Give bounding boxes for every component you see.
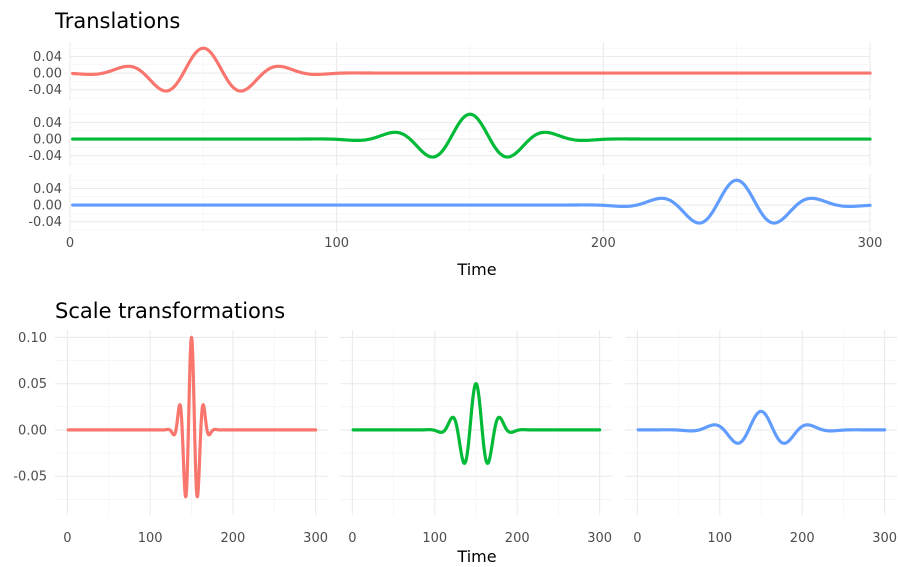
y-tick-label: 0.00 — [33, 133, 62, 148]
x-tick-label: 300 — [872, 531, 897, 546]
x-tick-label: 200 — [591, 236, 616, 251]
x-axis-title: Time — [456, 260, 496, 279]
y-tick-label: 0.00 — [33, 199, 62, 214]
chart-title: Scale transformations — [55, 299, 285, 323]
chart-translations: Translations0.040.00-0.040.040.00-0.040.… — [28, 9, 882, 279]
y-tick-label: 0.05 — [18, 377, 47, 392]
y-tick-label: -0.05 — [13, 470, 47, 485]
facet-panel: 0.04 0.00-0.04 — [28, 174, 872, 232]
x-tick-label: 0 — [348, 531, 356, 546]
x-tick-label: 100 — [138, 531, 163, 546]
x-tick-label: 0 — [63, 531, 71, 546]
series-line — [351, 382, 602, 465]
x-tick-label: 200 — [220, 531, 245, 546]
y-tick-label: 0.04 — [33, 50, 62, 65]
facet-panel: 0.04 0.00-0.04 — [28, 42, 872, 100]
y-tick-label: 0.00 — [33, 67, 62, 82]
x-tick-label: 300 — [303, 531, 328, 546]
x-tick-label: 100 — [324, 236, 349, 251]
y-tick-label: 0.04 — [33, 116, 62, 131]
y-tick-label: 0.10 — [18, 331, 47, 346]
y-tick-label: -0.04 — [28, 83, 62, 98]
y-tick-label: 0.00 — [18, 423, 47, 438]
x-tick-label: 0 — [66, 236, 74, 251]
x-tick-label: 300 — [858, 236, 883, 251]
series-line — [71, 112, 872, 159]
x-tick-label: 200 — [505, 531, 530, 546]
series-line — [636, 409, 887, 445]
chart-title: Translations — [54, 9, 180, 33]
chart-scale-transformations: Scale transformations 0 100 200 300 0 100 200 30… — [13, 299, 897, 566]
series-line — [66, 335, 318, 499]
series-line — [71, 46, 872, 93]
facet-panel: 0 100 200 300 — [55, 330, 328, 546]
facet-panel: 0 100 200 300 — [340, 330, 612, 546]
x-tick-label: 300 — [587, 531, 612, 546]
y-tick-label: 0.04 — [33, 182, 62, 197]
y-tick-label: -0.04 — [28, 149, 62, 164]
x-tick-label: 0 — [633, 531, 641, 546]
facet-panel: 0.04 0.00-0.04 — [28, 108, 872, 166]
facet-panel: 0 100 200 300 — [625, 330, 897, 546]
y-tick-label: -0.04 — [28, 215, 62, 230]
x-tick-label: 100 — [422, 531, 447, 546]
x-tick-label: 200 — [790, 531, 815, 546]
series-line — [71, 178, 872, 225]
x-tick-label: 100 — [707, 531, 732, 546]
x-axis-title: Time — [456, 547, 496, 566]
